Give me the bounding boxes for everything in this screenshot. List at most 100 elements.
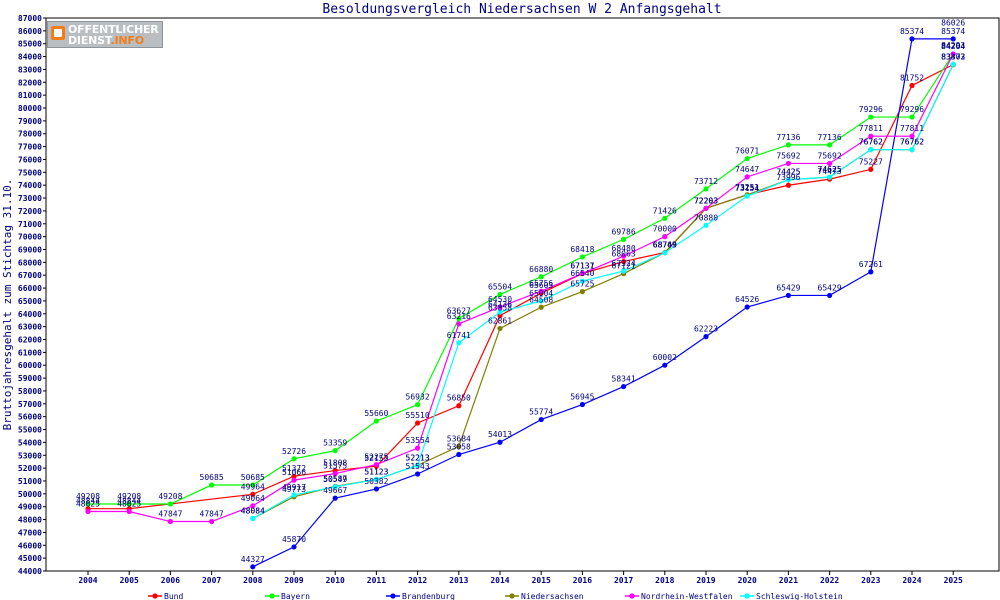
data-label: 71426	[653, 206, 677, 215]
y-tick-label: 49000	[18, 503, 42, 512]
data-point	[621, 268, 627, 274]
annotation-label: 86026	[941, 19, 965, 28]
data-label: 44327	[241, 555, 265, 564]
y-tick-label: 50000	[18, 490, 42, 499]
data-label: 45870	[282, 535, 306, 544]
y-tick-label: 76000	[18, 155, 42, 164]
y-tick-label: 69000	[18, 245, 42, 254]
data-point	[744, 304, 750, 310]
legend-label: Niedersachsen	[521, 592, 584, 600]
data-label: 48084	[241, 506, 265, 515]
data-point	[209, 482, 215, 488]
data-label: 54013	[488, 430, 512, 439]
y-tick-label: 79000	[18, 117, 42, 126]
data-label: 51123	[364, 467, 388, 476]
data-label: 65756	[529, 279, 553, 288]
data-point	[291, 544, 297, 550]
data-label: 48625	[76, 500, 100, 509]
logo-icon	[51, 26, 65, 40]
data-label: 84204	[941, 42, 965, 51]
data-label: 53058	[447, 443, 471, 452]
data-point	[167, 501, 173, 507]
data-point	[415, 402, 421, 408]
data-label: 49208	[117, 492, 141, 501]
y-tick-label: 72000	[18, 207, 42, 216]
data-label: 68418	[570, 245, 594, 254]
data-point	[827, 174, 833, 180]
data-label: 49208	[76, 492, 100, 501]
data-label: 83373	[941, 53, 965, 62]
y-tick-label: 59000	[18, 374, 42, 383]
data-point	[250, 515, 256, 522]
data-label: 76762	[859, 138, 883, 147]
data-point	[621, 253, 627, 259]
y-tick-label: 56000	[18, 413, 42, 422]
data-label: 63216	[447, 312, 471, 321]
data-label: 47847	[158, 510, 182, 519]
data-label: 51808	[323, 459, 347, 468]
data-label: 65603	[529, 281, 553, 290]
y-tick-label: 68000	[18, 258, 42, 267]
y-tick-label: 75000	[18, 168, 42, 177]
y-tick-label: 87000	[18, 14, 42, 23]
logo-line2-a: DIENST	[68, 34, 111, 47]
data-label: 79296	[859, 105, 883, 114]
y-tick-label: 74000	[18, 181, 42, 190]
data-point	[827, 142, 833, 148]
data-label: 76762	[900, 138, 924, 147]
data-point	[209, 518, 215, 525]
data-point	[744, 155, 750, 162]
x-tick-label: 2023	[861, 576, 880, 585]
data-label: 52726	[282, 447, 306, 456]
data-label: 53554	[406, 436, 430, 445]
data-point	[497, 291, 503, 298]
data-label: 60002	[653, 353, 677, 362]
data-point	[291, 477, 297, 483]
y-tick-label: 48000	[18, 516, 42, 525]
data-label: 85374	[900, 27, 924, 36]
legend-label: Bayern	[281, 592, 310, 600]
y-tick-label: 66000	[18, 284, 42, 293]
data-point	[868, 114, 874, 120]
y-tick-label: 83000	[18, 65, 42, 74]
data-label: 72203	[694, 196, 718, 205]
x-tick-label: 2018	[655, 576, 674, 585]
y-tick-label: 46000	[18, 541, 42, 550]
data-point	[744, 193, 750, 199]
data-label: 50382	[364, 477, 388, 486]
data-point	[332, 448, 338, 454]
data-point	[950, 36, 956, 42]
x-tick-label: 2017	[614, 576, 633, 585]
data-label: 49064	[241, 494, 265, 503]
data-point	[909, 147, 915, 153]
legend-swatch-marker	[744, 593, 750, 599]
data-label: 65429	[818, 283, 842, 292]
data-point	[662, 250, 668, 256]
x-tick-label: 2006	[161, 576, 180, 585]
data-point	[662, 362, 668, 368]
y-tick-label: 58000	[18, 387, 42, 396]
data-label: 76071	[735, 147, 759, 156]
data-label: 73251	[735, 183, 759, 192]
y-tick-label: 54000	[18, 438, 42, 447]
data-point	[703, 186, 709, 192]
chart-title: Besoldungsvergleich Niedersachsen W 2 An…	[322, 2, 721, 17]
data-point	[250, 491, 256, 497]
data-label: 77136	[776, 133, 800, 142]
data-point	[126, 501, 132, 507]
data-label: 73154	[735, 184, 759, 193]
data-label: 55510	[406, 411, 430, 420]
data-point	[827, 292, 833, 299]
data-point	[579, 401, 586, 408]
data-label: 53359	[323, 439, 347, 448]
data-label: 51372	[282, 464, 306, 473]
logo: OFFENTLICHER DIENST.INFO	[47, 21, 163, 48]
y-tick-label: 51000	[18, 477, 42, 486]
x-tick-label: 2016	[573, 576, 592, 585]
y-tick-label: 82000	[18, 78, 42, 87]
data-point	[456, 451, 462, 458]
y-tick-label: 78000	[18, 130, 42, 139]
data-label: 75692	[776, 151, 800, 160]
data-point	[827, 160, 833, 167]
